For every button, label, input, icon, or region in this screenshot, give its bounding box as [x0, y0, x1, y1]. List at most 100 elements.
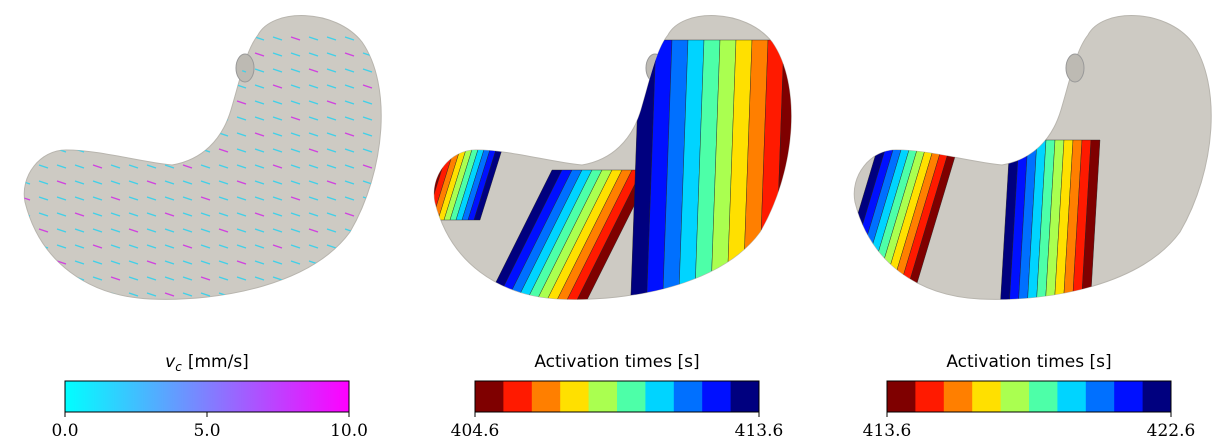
velocity-arrow	[272, 228, 283, 233]
velocity-arrow	[182, 68, 193, 73]
velocity-arrow	[56, 84, 67, 89]
velocity-arrow	[24, 84, 31, 89]
velocity-arrow	[146, 228, 157, 233]
velocity-arrow	[326, 260, 337, 265]
color-segment	[560, 381, 590, 412]
velocity-arrow	[146, 212, 157, 217]
velocity-arrow	[272, 36, 283, 41]
ring	[235, 53, 255, 83]
velocity-arrow	[24, 100, 31, 105]
velocity-arrow	[236, 180, 247, 185]
velocity-arrow	[182, 164, 193, 169]
velocity-arrow	[326, 68, 337, 73]
velocity-arrow	[182, 212, 193, 217]
velocity-arrow	[164, 148, 175, 153]
velocity-arrow	[362, 292, 373, 297]
velocity-arrow	[110, 132, 121, 137]
velocity-arrow	[344, 52, 355, 57]
velocity-arrow	[164, 228, 175, 233]
velocity-arrow	[182, 260, 193, 265]
velocity-arrow	[254, 52, 265, 57]
activation-band	[709, 39, 737, 300]
velocity-arrow	[272, 180, 283, 185]
velocity-arrow	[146, 196, 157, 201]
velocity-arrow	[254, 148, 265, 153]
velocity-arrow	[344, 292, 355, 297]
velocity-arrow	[92, 68, 103, 73]
colorbar-title: Activation times [s]	[946, 352, 1111, 372]
velocity-arrow	[110, 100, 121, 105]
velocity-arrow	[92, 116, 103, 121]
velocity-arrow	[290, 148, 301, 153]
velocity-arrow	[218, 132, 229, 137]
velocity-arrow	[218, 244, 229, 249]
velocity-arrow	[146, 276, 157, 281]
velocity-arrow	[254, 68, 265, 73]
velocity-arrow	[326, 164, 337, 169]
velocity-arrow	[146, 180, 157, 185]
velocity-arrow	[290, 68, 301, 73]
velocity-arrow	[74, 244, 85, 249]
velocity-arrow	[344, 116, 355, 121]
velocity-arrow	[308, 84, 319, 89]
activation-band	[531, 169, 613, 300]
activation-band	[645, 39, 673, 300]
velocity-arrow	[344, 260, 355, 265]
color-segment	[702, 381, 732, 412]
velocity-arrow	[74, 180, 85, 185]
velocity-arrow	[218, 164, 229, 169]
velocity-arrow	[24, 52, 31, 57]
velocity-arrow	[92, 292, 103, 297]
velocity-arrow	[128, 276, 139, 281]
velocity-arrow	[218, 228, 229, 233]
velocity-arrow	[128, 36, 139, 41]
velocity-arrow	[164, 84, 175, 89]
velocity-arrow	[38, 36, 49, 41]
velocity-arrow	[92, 196, 103, 201]
velocity-arrow	[164, 244, 175, 249]
velocity-arrow	[74, 132, 85, 137]
velocity-arrow	[326, 212, 337, 217]
velocity-arrow	[110, 260, 121, 265]
velocity-arrow	[200, 52, 211, 57]
velocity-arrow	[200, 196, 211, 201]
velocity-arrow	[38, 196, 49, 201]
velocity-arrow	[200, 84, 211, 89]
velocity-arrow	[362, 276, 373, 281]
activation-band	[491, 169, 573, 300]
velocity-arrow	[344, 148, 355, 153]
velocity-arrow	[74, 36, 85, 41]
velocity-arrow	[326, 52, 337, 57]
velocity-arrow	[74, 228, 85, 233]
velocity-arrow	[110, 52, 121, 57]
velocity-arrow	[272, 68, 283, 73]
velocity-arrow	[308, 100, 319, 105]
velocity-arrow	[272, 84, 283, 89]
activation-band	[1035, 139, 1056, 300]
activation-band	[725, 39, 753, 300]
velocity-arrow	[254, 36, 265, 41]
tick-label: 404.6	[451, 421, 500, 441]
velocity-arrow	[236, 116, 247, 121]
velocity-arrow	[308, 212, 319, 217]
velocity-arrow	[128, 132, 139, 137]
velocity-arrow	[344, 132, 355, 137]
velocity-arrow	[200, 100, 211, 105]
velocity-arrow	[326, 196, 337, 201]
color-segment	[730, 381, 760, 412]
velocity-arrow	[290, 116, 301, 121]
subscript: c	[175, 360, 182, 374]
velocity-arrow	[344, 164, 355, 169]
velocity-arrow	[236, 148, 247, 153]
velocity-arrow	[272, 132, 283, 137]
velocity-arrow	[56, 100, 67, 105]
velocity-arrow	[326, 276, 337, 281]
activation-band	[1080, 139, 1101, 300]
velocity-arrow	[290, 36, 301, 41]
velocity-arrow	[164, 260, 175, 265]
velocity-arrow	[200, 292, 211, 297]
velocity-arrow	[74, 116, 85, 121]
velocity-arrow	[24, 164, 31, 169]
velocity-arrow	[236, 36, 247, 41]
velocity-arrow	[272, 148, 283, 153]
